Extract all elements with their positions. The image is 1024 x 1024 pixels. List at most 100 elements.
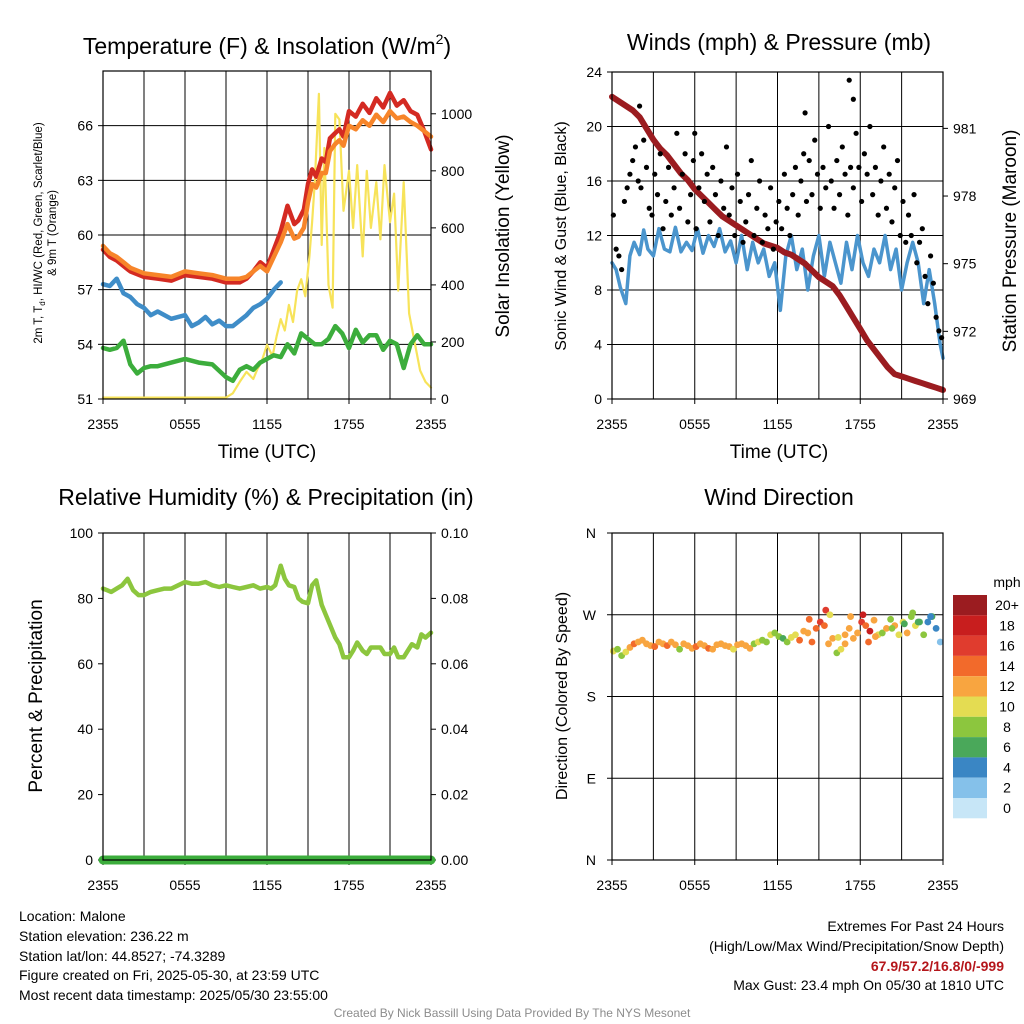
direction-point bbox=[887, 615, 894, 623]
gust-point bbox=[676, 205, 683, 211]
legend-label: 0 bbox=[1003, 800, 1011, 816]
y-tick-label: N bbox=[586, 525, 596, 541]
gust-point bbox=[726, 212, 732, 218]
location-text: Location: Malone bbox=[19, 908, 126, 924]
y-tick-label: N bbox=[586, 852, 596, 868]
station-info: Location: Malone Station elevation: 236.… bbox=[19, 907, 328, 1006]
gust-point bbox=[886, 171, 892, 177]
x-tick-label: 0555 bbox=[679, 877, 710, 893]
direction-point bbox=[883, 624, 890, 632]
series-sonic-wind bbox=[610, 225, 945, 360]
gust-point bbox=[842, 171, 848, 177]
gust-point bbox=[850, 96, 856, 102]
gust-point bbox=[671, 185, 677, 191]
y2-tick-label: 400 bbox=[441, 277, 465, 293]
direction-point bbox=[841, 631, 849, 639]
gust-point bbox=[712, 192, 719, 198]
gust-point bbox=[693, 226, 699, 232]
x-tick-label: 0555 bbox=[679, 416, 710, 432]
y2-tick-label: 600 bbox=[441, 220, 465, 236]
plot-frame bbox=[102, 70, 432, 400]
x-tick-label: 2355 bbox=[87, 416, 118, 432]
gust-point bbox=[834, 157, 840, 164]
direction-point bbox=[763, 638, 770, 646]
gust-point bbox=[828, 178, 834, 184]
elevation-text: Station elevation: 236.22 m bbox=[19, 927, 189, 944]
direction-point bbox=[808, 638, 816, 646]
gust-point bbox=[802, 110, 808, 116]
y-tick-label: E bbox=[587, 770, 596, 786]
winds-left-label: Sonic Wind & Gust (Blue, Black) bbox=[553, 121, 570, 350]
gust-point bbox=[809, 192, 815, 198]
y-tick-label: 8 bbox=[594, 282, 602, 298]
y-tick-label: 0 bbox=[594, 391, 602, 407]
y2-tick-label: 0.00 bbox=[441, 852, 468, 868]
y-tick-label: 57 bbox=[77, 282, 93, 298]
gust-point bbox=[660, 226, 666, 232]
gust-point bbox=[652, 171, 658, 177]
direction-point bbox=[849, 634, 857, 642]
gust-point bbox=[765, 226, 771, 232]
gust-point bbox=[635, 178, 641, 184]
extremes-values: 67.9/57.2/16.8/0/-999 bbox=[870, 957, 1004, 974]
legend-label: 10 bbox=[999, 699, 1015, 715]
y-tick-label: 60 bbox=[77, 227, 93, 243]
y-tick-label: 51 bbox=[77, 391, 93, 407]
direction-point bbox=[924, 618, 932, 626]
direction-point bbox=[729, 645, 737, 653]
gust-point bbox=[839, 144, 845, 150]
gust-point bbox=[927, 253, 934, 259]
gust-point bbox=[740, 239, 746, 245]
y-tick-label: 54 bbox=[77, 336, 93, 352]
gust-point bbox=[922, 273, 928, 279]
gust-point bbox=[925, 301, 931, 307]
gust-point bbox=[930, 280, 936, 286]
gust-point bbox=[933, 314, 939, 320]
winds-right-label: Station Pressure (Maroon) bbox=[1000, 130, 1021, 353]
x-tick-label: 2355 bbox=[596, 416, 627, 432]
gust-point bbox=[883, 205, 890, 211]
legend-title: mph bbox=[993, 574, 1020, 590]
direction-point bbox=[878, 629, 886, 637]
gust-point bbox=[803, 198, 810, 205]
y2-tick-label: 0.08 bbox=[441, 590, 468, 606]
y2-tick-label: 800 bbox=[441, 163, 465, 179]
gust-point bbox=[776, 198, 782, 205]
y2-tick-label: 0.06 bbox=[441, 656, 468, 672]
legend-label: 2 bbox=[1003, 780, 1011, 796]
x-tick-label: 2355 bbox=[927, 877, 958, 893]
x-tick-label: 1155 bbox=[762, 877, 792, 893]
gust-point bbox=[814, 171, 821, 177]
winds-title: Winds (mph) & Pressure (mb) bbox=[627, 29, 931, 55]
y-tick-label: 40 bbox=[77, 721, 93, 737]
gust-point bbox=[773, 219, 779, 225]
direction-point bbox=[865, 638, 872, 646]
series-td bbox=[100, 323, 434, 384]
gust-point bbox=[847, 164, 854, 170]
plot-frame bbox=[611, 532, 944, 861]
legend-swatch bbox=[953, 716, 987, 738]
gust-point bbox=[627, 171, 633, 177]
gust-point bbox=[845, 212, 851, 218]
gust-point bbox=[781, 171, 787, 177]
direction-point bbox=[822, 606, 830, 614]
y-tick-label: 24 bbox=[586, 64, 602, 80]
gust-point bbox=[696, 185, 702, 191]
gust-point bbox=[621, 198, 628, 205]
direction-point bbox=[845, 624, 853, 632]
legend-swatch bbox=[953, 655, 987, 677]
gust-point bbox=[790, 192, 796, 198]
temperature-right-label: Solar Insolation (Yellow) bbox=[493, 134, 514, 337]
legend-label: 14 bbox=[999, 658, 1015, 674]
gust-point bbox=[657, 151, 663, 157]
y-tick-label: 4 bbox=[594, 337, 602, 353]
gust-point bbox=[624, 185, 630, 191]
gust-point bbox=[665, 164, 672, 170]
series-relative-humidity bbox=[100, 563, 434, 660]
direction-point bbox=[804, 629, 812, 637]
gust-point bbox=[894, 157, 901, 164]
gust-point bbox=[632, 144, 639, 150]
y-tick-label: 20 bbox=[586, 119, 602, 135]
gust-point bbox=[801, 151, 807, 157]
gust-point bbox=[759, 239, 765, 245]
